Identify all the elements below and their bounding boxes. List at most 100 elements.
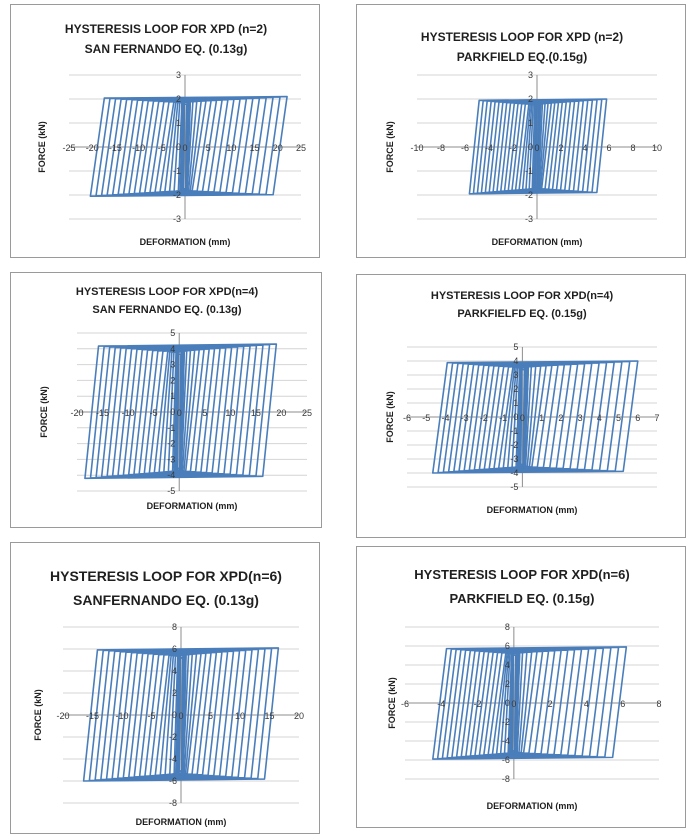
hysteresis-series (432, 646, 628, 760)
x-tick-label: -6 (401, 699, 409, 709)
x-tick-label: -5 (422, 413, 430, 423)
hysteresis-inner-loop (532, 103, 542, 190)
x-tick-label: -5 (158, 143, 166, 153)
x-axis-title: DEFORMATION (mm) (147, 501, 238, 511)
y-tick-label: -6 (169, 776, 177, 786)
hysteresis-chart-n4-san-fernando: HYSTERESIS LOOP FOR XPD(n=4) SAN FERNANDO… (39, 286, 312, 511)
hysteresis-series (84, 343, 278, 480)
y-tick-label: 4 (172, 666, 177, 676)
chart-title: HYSTERESIS LOOP FOR XPD(n=4) (76, 286, 259, 298)
x-tick-label: -10 (122, 408, 135, 418)
chart-panel-n2-parkfield: HYSTERESIS LOOP FOR XPD (n=2) PARKFIELD E… (356, 4, 686, 258)
x-tick-label: 4 (584, 699, 589, 709)
y-tick-label: 1 (170, 391, 175, 401)
x-tick-label: 8 (630, 143, 635, 153)
y-tick-label: 0 (513, 412, 518, 422)
chart-subtitle: SAN FERNANDO EQ. (0.13g) (92, 304, 241, 316)
x-tick-label: 0 (534, 143, 539, 153)
y-tick-label: 5 (170, 328, 175, 338)
y-tick-label: 2 (176, 94, 181, 104)
x-tick-label: -2 (474, 699, 482, 709)
x-tick-label: -6 (403, 413, 411, 423)
x-tick-label: 10 (235, 711, 245, 721)
y-tick-label: 4 (505, 660, 510, 670)
x-tick-label: 0 (177, 408, 182, 418)
y-tick-label: -8 (169, 798, 177, 808)
x-tick-label: 15 (250, 143, 260, 153)
y-tick-label: 0 (176, 142, 181, 152)
y-axis-title: FORCE (kN) (387, 677, 397, 729)
y-tick-label: -2 (173, 190, 181, 200)
y-tick-label: -3 (167, 454, 175, 464)
x-tick-label: 4 (597, 413, 602, 423)
y-tick-label: 5 (513, 342, 518, 352)
y-tick-label: 8 (172, 622, 177, 632)
y-tick-label: -4 (167, 470, 175, 480)
x-tick-label: -10 (132, 143, 145, 153)
hysteresis-inner-loop (179, 100, 192, 192)
chart-panel-n6-san-fernando: HYSTERESIS LOOP FOR XPD(n=6) SANFERNANDO … (10, 542, 320, 834)
x-tick-label: 15 (264, 711, 274, 721)
y-tick-label: -3 (173, 214, 181, 224)
chart-title: HYSTERESIS LOOP FOR XPD (n=2) (421, 30, 623, 44)
y-axis-title: FORCE (kN) (385, 121, 395, 173)
y-tick-label: 4 (513, 356, 518, 366)
hysteresis-loop (89, 95, 288, 197)
hysteresis-loop (431, 360, 639, 474)
y-tick-label: -1 (510, 426, 518, 436)
y-tick-label: -3 (510, 454, 518, 464)
x-tick-label: 2 (558, 413, 563, 423)
hysteresis-inner-loop (173, 350, 186, 473)
x-tick-label: 6 (606, 143, 611, 153)
x-tick-label: -10 (410, 143, 423, 153)
y-axis-title: FORCE (kN) (385, 391, 395, 443)
y-tick-label: 3 (176, 70, 181, 80)
x-axis-title: DEFORMATION (mm) (140, 237, 231, 247)
y-tick-label: 2 (528, 94, 533, 104)
x-tick-label: 8 (656, 699, 661, 709)
chart-panel-n4-parkfield: HYSTERESIS LOOP FOR XPD(n=4) PARKFIELFD E… (356, 274, 686, 538)
x-tick-label: -4 (437, 699, 445, 709)
x-tick-label: 0 (511, 699, 516, 709)
x-tick-label: 0 (178, 711, 183, 721)
y-tick-label: 1 (513, 398, 518, 408)
x-tick-label: 20 (276, 408, 286, 418)
chart-subtitle: SAN FERNANDO EQ. (0.13g) (85, 42, 248, 56)
y-tick-label: -1 (525, 166, 533, 176)
x-tick-label: -6 (461, 143, 469, 153)
y-tick-label: 0 (170, 407, 175, 417)
x-tick-label: -2 (480, 413, 488, 423)
y-tick-label: -5 (167, 486, 175, 496)
x-tick-label: -4 (441, 413, 449, 423)
x-tick-label: -15 (86, 711, 99, 721)
y-tick-label: -2 (510, 440, 518, 450)
x-tick-label: 10 (226, 143, 236, 153)
hysteresis-inner-loop (516, 365, 530, 469)
y-tick-label: 0 (505, 698, 510, 708)
x-axis-title: DEFORMATION (mm) (136, 817, 227, 827)
y-tick-label: -5 (510, 482, 518, 492)
x-tick-label: 1 (539, 413, 544, 423)
x-tick-label: 10 (225, 408, 235, 418)
x-tick-label: 2 (548, 699, 553, 709)
chart-title: HYSTERESIS LOOP FOR XPD(n=4) (431, 290, 614, 302)
hysteresis-loop (84, 343, 278, 480)
y-tick-label: 0 (172, 710, 177, 720)
y-tick-label: 4 (170, 344, 175, 354)
hysteresis-chart-n2-parkfield: HYSTERESIS LOOP FOR XPD (n=2) PARKFIELD E… (385, 30, 662, 247)
x-tick-label: -15 (96, 408, 109, 418)
x-tick-label: -10 (115, 711, 128, 721)
x-tick-label: -20 (86, 143, 99, 153)
x-tick-label: 7 (654, 413, 659, 423)
chart-subtitle: PARKFIELFD EQ. (0.15g) (457, 308, 587, 320)
y-tick-label: 8 (505, 622, 510, 632)
x-axis-title: DEFORMATION (mm) (487, 801, 578, 811)
x-tick-label: 6 (635, 413, 640, 423)
y-tick-label: -3 (525, 214, 533, 224)
chart-subtitle: PARKFIELD EQ.(0.15g) (457, 50, 587, 64)
x-tick-label: -3 (461, 413, 469, 423)
y-tick-label: -2 (169, 732, 177, 742)
chart-subtitle: SANFERNANDO EQ. (0.13g) (73, 592, 259, 608)
hysteresis-inner-loop (174, 653, 187, 776)
y-tick-label: -6 (502, 755, 510, 765)
